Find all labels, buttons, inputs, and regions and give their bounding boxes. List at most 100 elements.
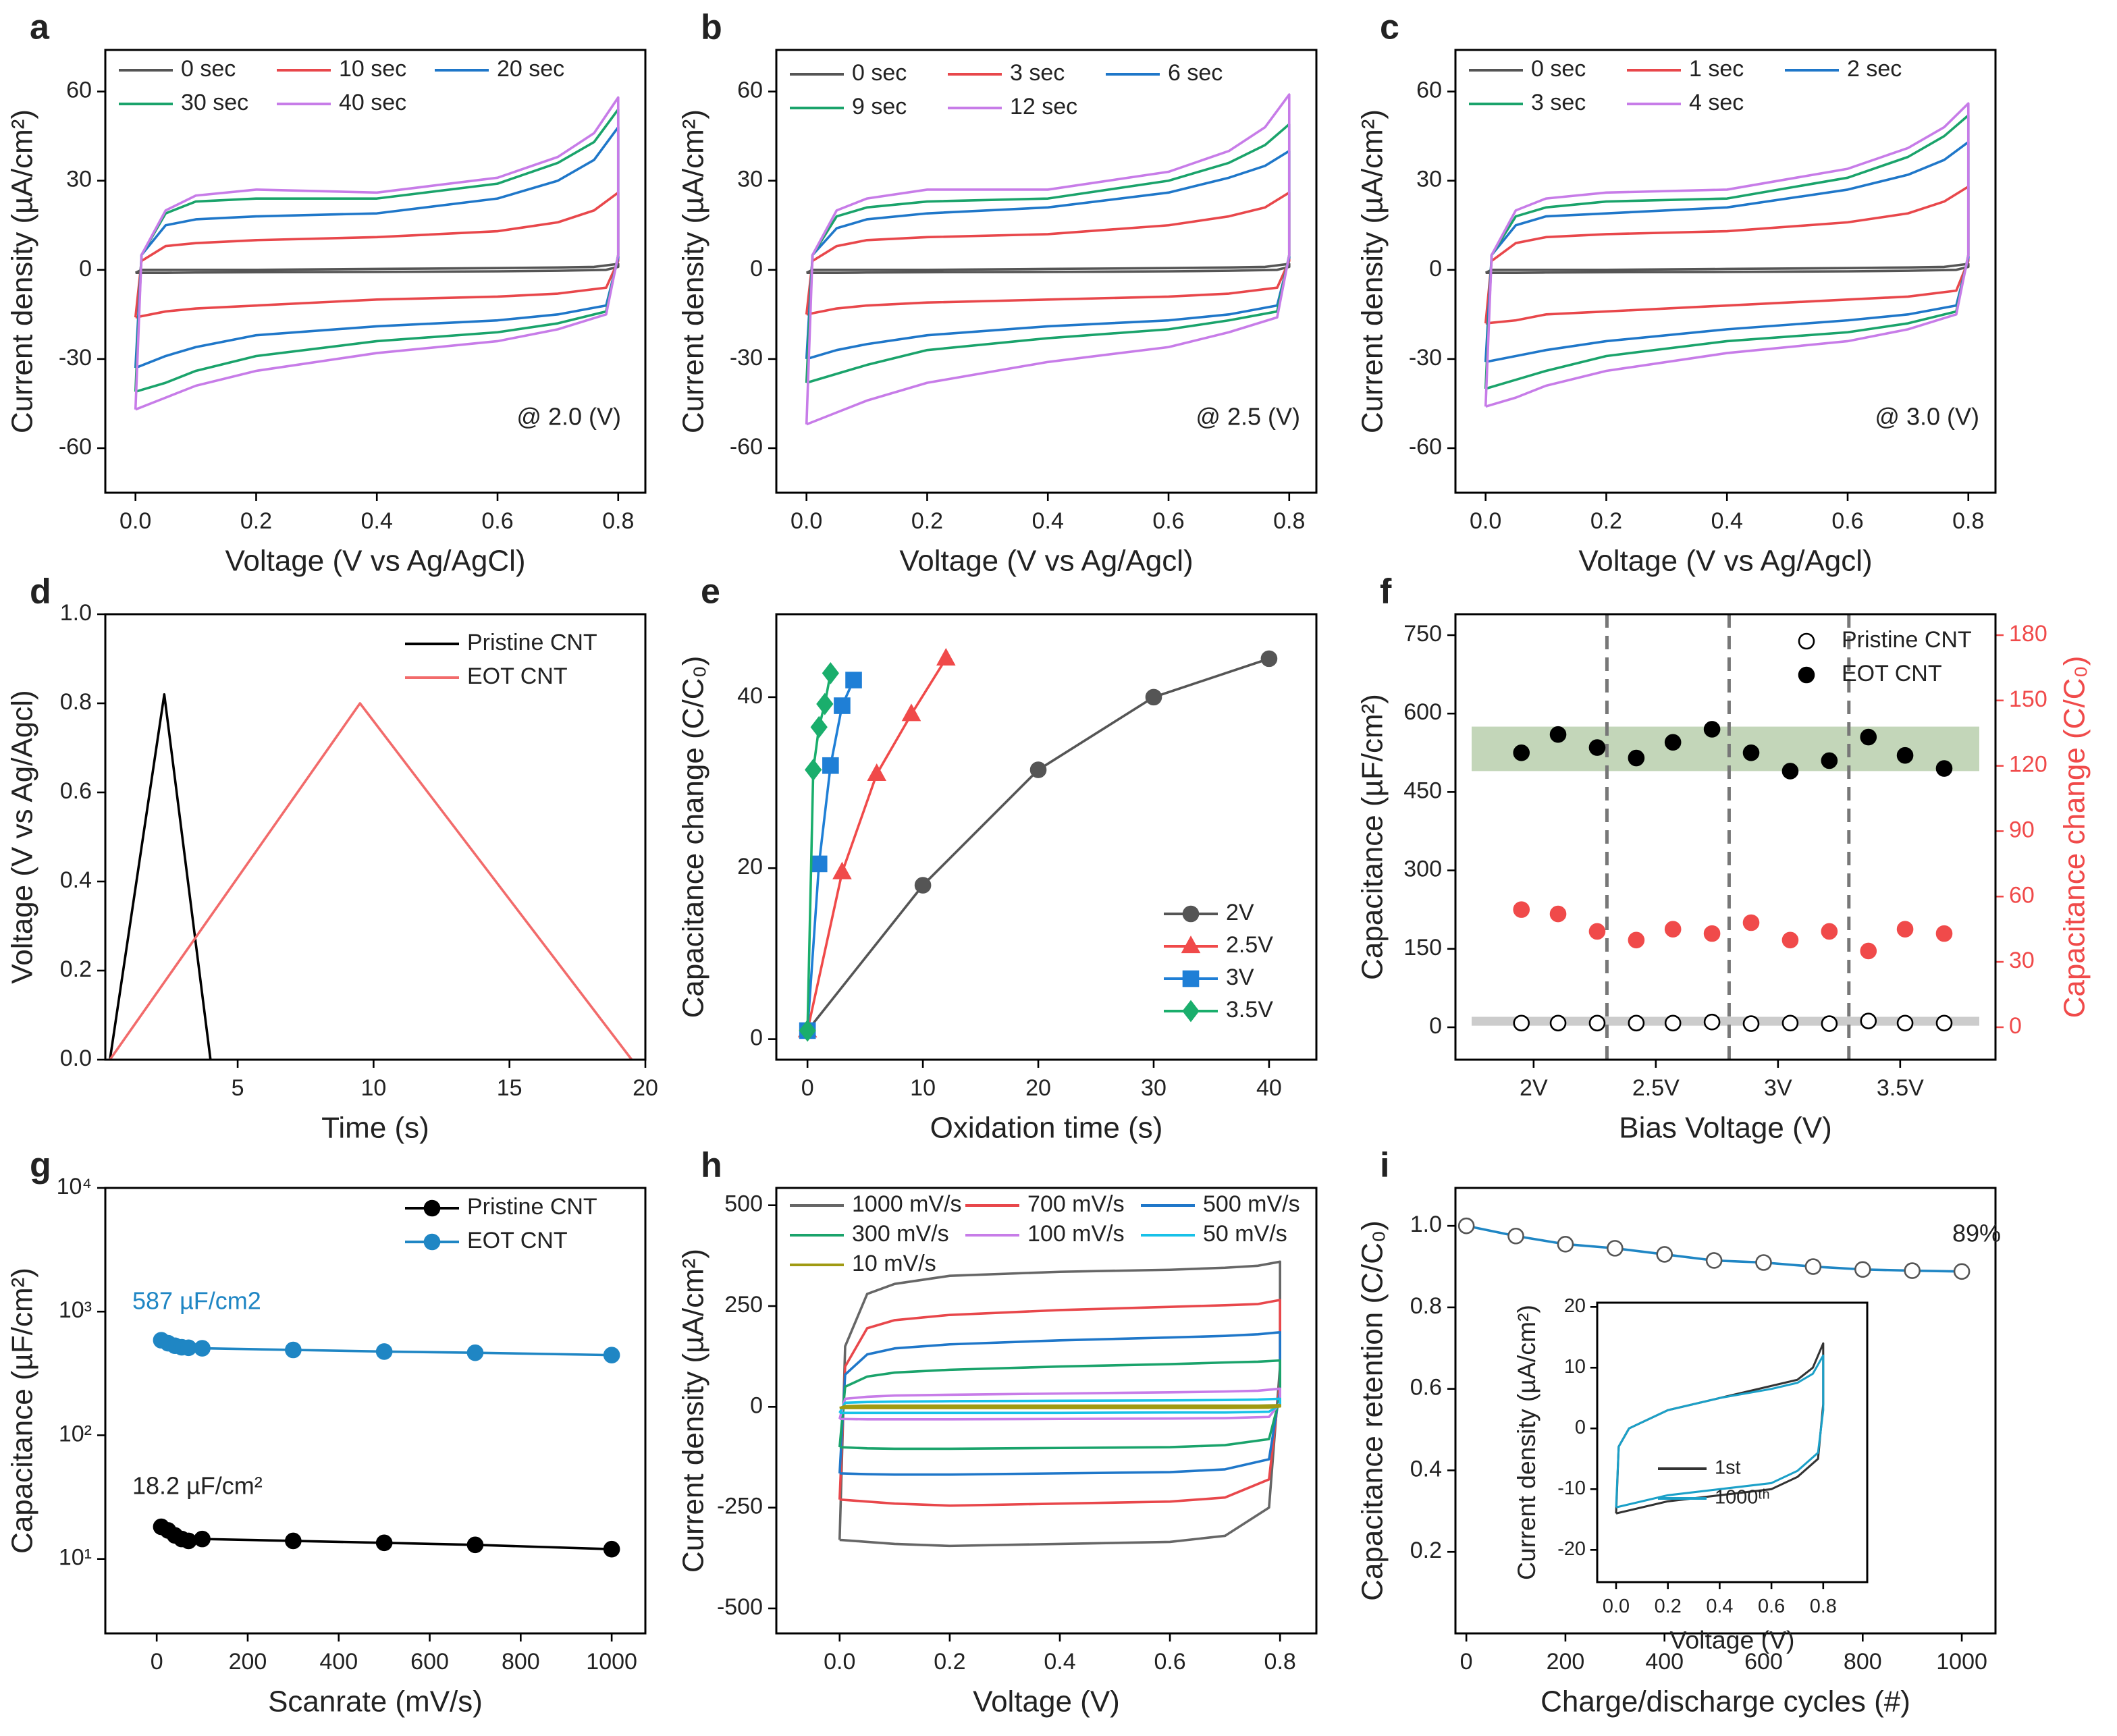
x-tick-label: 5 [232, 1075, 244, 1101]
y-tick-label: 10³ [59, 1297, 92, 1323]
y-tick-label: 0 [1575, 1417, 1586, 1438]
data-point [1664, 734, 1682, 751]
panel-letter: d [30, 572, 51, 612]
x-tick-label: 0.2 [1655, 1596, 1682, 1617]
plot-area [776, 614, 1316, 1060]
y-tick-label: 600 [1403, 699, 1442, 725]
legend-label: Pristine CNT [1842, 627, 1972, 653]
annotation: @ 3.0 (V) [1875, 403, 1979, 431]
y-tick-label: 250 [724, 1292, 763, 1318]
data-point [1513, 901, 1530, 918]
legend-label: 2.5V [1226, 932, 1273, 958]
x-axis-title: Voltage (V) [1670, 1625, 1795, 1654]
x-tick-label: 0 [1460, 1649, 1473, 1675]
x-tick-label: 1000 [1936, 1649, 1987, 1675]
y-tick-label: 300 [1403, 857, 1442, 882]
y-axis-title: Capacitance change (C/C₀) [677, 656, 710, 1019]
data-point [1742, 914, 1760, 931]
data-point [1029, 761, 1047, 778]
x-tick-label: 200 [229, 1649, 267, 1675]
panel-letter: c [1380, 8, 1399, 47]
y-tick-label: 0.4 [60, 867, 92, 893]
legend-label: 1st [1715, 1457, 1741, 1479]
data-point [1705, 1252, 1723, 1269]
data-point [466, 1344, 484, 1361]
data-point [799, 1019, 816, 1042]
y-tick-label: 0 [1429, 1013, 1442, 1039]
x-tick-label: 0.8 [1264, 1649, 1296, 1675]
y-tick-label: 750 [1403, 621, 1442, 647]
x-tick-label: 0 [801, 1075, 814, 1101]
data-point [1781, 1014, 1799, 1032]
data-point [194, 1340, 211, 1357]
data-point [1821, 1015, 1838, 1032]
data-point [375, 1534, 393, 1552]
x-tick-label: 0.6 [481, 508, 513, 534]
x-tick-label: 200 [1547, 1649, 1585, 1675]
x-tick-label: 20 [1025, 1075, 1051, 1101]
x-tick-label: 0.6 [1154, 1649, 1185, 1675]
legend-marker [423, 1199, 441, 1217]
x-axis-title: Oxidation time (s) [930, 1112, 1163, 1145]
legend-marker [1181, 935, 1201, 954]
data-point [603, 1540, 620, 1558]
data-point [1260, 650, 1278, 668]
y-tick-label: 1.0 [1410, 1212, 1442, 1237]
x-tick-label: 0.8 [602, 508, 634, 534]
plot-area [105, 1188, 645, 1633]
y-tick-label: -250 [717, 1494, 763, 1519]
legend-marker [1182, 970, 1200, 987]
y-tick-label: 40 [737, 683, 763, 709]
y-tick-label: -30 [730, 345, 763, 371]
x-tick-label: 600 [1744, 1649, 1783, 1675]
legend-label: 50 mV/s [1203, 1221, 1287, 1247]
y-tick-label: 0.6 [60, 778, 92, 804]
x-tick-label: 10 [910, 1075, 936, 1101]
data-point [822, 661, 839, 684]
x-tick-label: 0.4 [361, 508, 393, 534]
y-axis-title: Capacitance retention (C/C₀) [1356, 1220, 1389, 1601]
data-point [1781, 763, 1799, 780]
data-point [1664, 1014, 1682, 1032]
x-tick-label: 0.0 [824, 1649, 855, 1675]
data-point [1935, 760, 1953, 777]
annotation: @ 2.0 (V) [516, 403, 621, 431]
axis-frame [775, 613, 1318, 1061]
data-point [914, 877, 932, 894]
legend-label: 0 sec [852, 60, 907, 86]
y-axis-title: Voltage (V vs Ag/Agcl) [6, 690, 39, 983]
data-point [285, 1341, 302, 1359]
x-tick-label: 0.4 [1032, 508, 1064, 534]
x-axis-title: Time (s) [321, 1112, 429, 1145]
y-tick-label: 0 [750, 1025, 763, 1051]
legend-label: Pristine CNT [467, 1194, 597, 1220]
legend-label: 0 sec [181, 56, 236, 82]
series-line [134, 96, 620, 411]
legend-label: EOT CNT [467, 663, 568, 689]
data-point [845, 672, 862, 688]
series-line [134, 263, 620, 274]
legend-label: 10 mV/s [852, 1251, 936, 1276]
x-tick-label: 3V [1764, 1075, 1792, 1101]
legend-marker [1798, 632, 1815, 650]
data-point [375, 1343, 393, 1360]
y-tick-label: 1.0 [60, 600, 92, 626]
data-point [1896, 921, 1914, 938]
axis-frame [1454, 49, 1997, 494]
y-tick-label: 10⁴ [57, 1174, 92, 1199]
y-axis-title: Current density (µA/cm²) [677, 1249, 710, 1573]
x-tick-label: 0.6 [1758, 1596, 1785, 1617]
y-tick-label: 10¹ [59, 1545, 92, 1571]
x-tick-label: 1000 [586, 1649, 637, 1675]
y-tick-label: 0 [1429, 256, 1442, 281]
legend-label: 9 sec [852, 94, 907, 119]
data-point [1935, 1014, 1953, 1032]
legend-label: 2 sec [1847, 56, 1902, 82]
legend-marker [1798, 666, 1815, 684]
axis-frame [104, 613, 647, 1061]
x-tick-label: 0.0 [790, 508, 822, 534]
y2-tick-label: 120 [2009, 752, 2047, 778]
y-tick-label: 10² [59, 1421, 92, 1446]
x-tick-label: 0.6 [1831, 508, 1863, 534]
data-point [1703, 1013, 1721, 1031]
